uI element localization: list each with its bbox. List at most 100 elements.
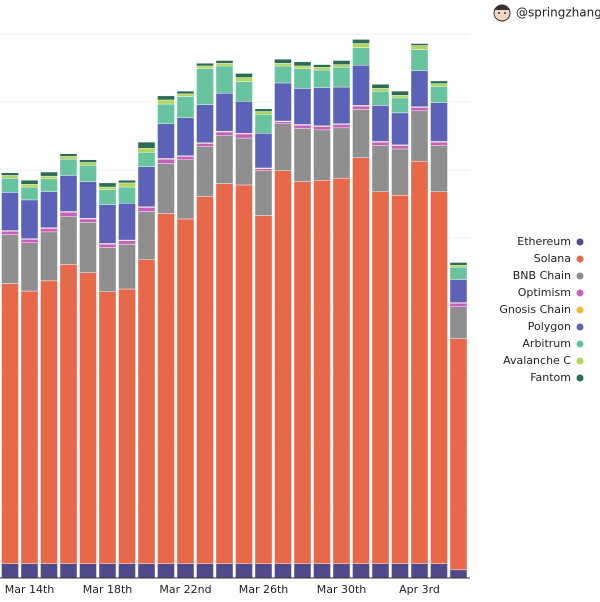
bar-segment [196,143,214,147]
bar-segment [137,259,156,564]
bar-segment [176,96,195,118]
bar-segment [313,87,331,127]
bar-segment [410,70,429,107]
x-tick-label: Apr 3rd [399,583,440,596]
bar-segment [176,156,195,160]
bar-segment [20,563,39,579]
bar-segment [40,171,58,177]
bar-segment [79,159,97,163]
bar-segment [313,67,331,71]
bar-segment [410,43,429,46]
legend-swatch [576,306,584,314]
bar-segment [430,191,448,564]
legend-label: Fantom [530,371,571,384]
bar-segment [293,181,312,564]
bar-segment [371,191,390,564]
bar-segment [449,306,468,339]
bar-segment [371,90,390,106]
bar-segment [410,563,429,579]
bar-segment [332,64,351,68]
bar-segment [352,563,370,579]
bar-segment [196,63,214,67]
x-tick-label: Mar 22nd [159,583,211,596]
bar-segment [254,168,273,171]
bar-segment [430,80,448,84]
bar-segment [196,104,214,144]
bar-segment [391,94,409,99]
bar-segment [235,137,253,186]
bar-segment [215,135,234,184]
bar-segment [235,184,253,564]
bar-segment [332,177,351,564]
bar-segment [40,563,58,579]
bar-segment [352,43,370,48]
bar-segment [137,141,156,149]
bar-segment [157,158,175,164]
bar-segment [215,60,234,64]
bar-segment [410,45,429,50]
bar-segment [118,186,136,204]
bar-segment [313,129,331,181]
bar-segment [430,563,448,579]
bar-segment [20,199,39,239]
bar-segment [371,105,390,142]
bar-segment [1,175,19,179]
bar-segment [391,112,409,146]
bar-segment [274,121,292,124]
x-tick-label: Mar 18th [83,583,133,596]
bar-segment [176,563,195,579]
bar-segment [274,170,292,564]
bar-segment [430,83,448,87]
bar-segment [235,77,253,82]
bar-segment [293,88,312,125]
bar-segment [20,186,39,201]
bar-segment [371,141,390,146]
legend-swatch [576,374,584,382]
bar-segment [98,189,117,205]
bar-segment [449,338,468,571]
bar-segment [215,65,234,94]
bar-segment [1,230,19,235]
bar-segment [157,162,175,214]
handle: @springzhang [516,6,600,20]
bar-segment [274,58,292,64]
bar-segment [235,133,253,139]
bar-segment [157,563,175,579]
bar-segment [332,67,351,88]
bar-segment [274,563,292,579]
bar-segment [118,243,136,290]
bar-segment [59,175,78,212]
bar-segment [40,280,58,564]
legend-label: Arbitrum [522,337,571,350]
bar-segment [430,141,448,146]
bar-segment [157,123,175,159]
bar-segment [332,563,351,579]
bar-segment [118,182,136,188]
bar-segment [274,63,292,67]
bar-segment [137,563,156,579]
bar-segment [196,68,214,105]
bar-segment [79,181,97,219]
bar-segment [254,215,273,564]
bar-segment [254,108,273,112]
bar-segment [430,145,448,192]
bar-segment [79,162,97,166]
bar-segment [430,102,448,142]
legend-swatch [576,272,584,280]
bar-segment [59,264,78,564]
bar-segment [371,88,390,92]
bar-segment [391,145,409,150]
bar-segment [20,242,39,292]
legend-label: Avalanche C [503,354,571,367]
bar-segment [1,563,19,579]
bar-segment [98,243,117,248]
bar-segment [98,182,117,188]
bar-segment [118,179,136,184]
bar-segment [254,133,273,169]
bar-segment [274,82,292,122]
bar-segment [79,563,97,579]
bar-segment [391,97,409,114]
bar-segment [215,131,234,136]
bar-segment [79,222,97,273]
bar-segment [59,153,78,157]
